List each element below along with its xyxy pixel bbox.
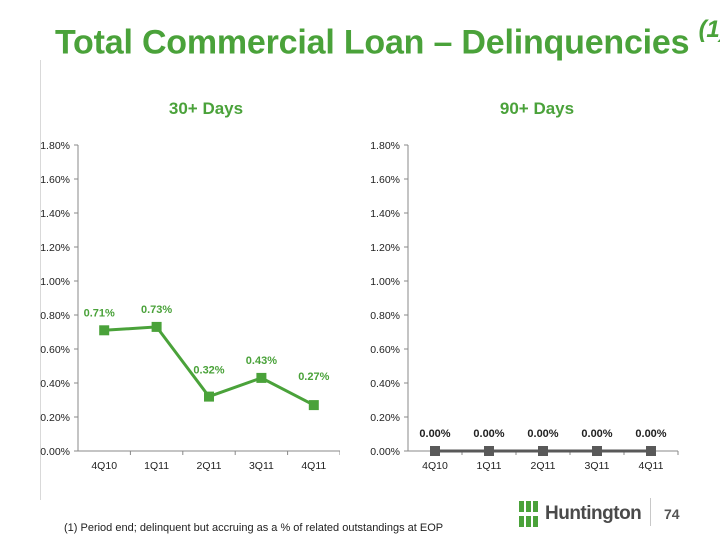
huntington-logo-mark <box>519 501 538 527</box>
logo-divider <box>650 498 651 526</box>
y-tick-label: 0.60% <box>370 344 400 356</box>
x-tick-label: 4Q10 <box>422 460 448 472</box>
y-tick-label: 0.00% <box>370 446 400 458</box>
data-label: 0.27% <box>298 371 329 383</box>
data-label: 0.00% <box>473 428 504 440</box>
data-point-marker <box>430 446 440 456</box>
y-tick-label: 1.80% <box>40 140 70 152</box>
data-point-marker <box>204 391 214 402</box>
x-tick-label: 3Q11 <box>249 460 274 472</box>
y-tick-label: 0.60% <box>40 344 70 356</box>
data-point-marker <box>256 372 267 383</box>
x-tick-label: 4Q10 <box>91 460 117 472</box>
y-tick-label: 0.80% <box>370 310 400 322</box>
data-point-marker <box>484 446 494 456</box>
x-tick-label: 1Q11 <box>477 460 502 472</box>
y-tick-label: 1.80% <box>370 140 400 152</box>
data-point-marker <box>646 446 656 456</box>
y-tick-label: 1.00% <box>40 276 70 288</box>
x-tick-label: 2Q11 <box>531 460 556 472</box>
footnote: (1) Period end; delinquent but accruing … <box>64 522 444 534</box>
y-tick-label: 1.60% <box>370 174 400 186</box>
y-tick-label: 1.40% <box>370 208 400 220</box>
data-label: 0.73% <box>141 304 172 316</box>
y-tick-label: 0.20% <box>40 412 70 424</box>
x-tick-label: 1Q11 <box>144 460 169 472</box>
logo-text: Huntington <box>545 503 642 524</box>
data-label: 0.00% <box>581 428 612 440</box>
chart-title-30-days: 30+ Days <box>168 99 244 118</box>
data-point-marker <box>151 321 162 332</box>
data-point-marker <box>538 446 548 456</box>
y-tick-label: 0.40% <box>370 378 400 390</box>
data-label: 0.00% <box>419 428 450 440</box>
y-tick-label: 1.40% <box>40 208 70 220</box>
x-tick-label: 3Q11 <box>585 460 610 472</box>
data-label: 0.00% <box>635 428 666 440</box>
page-number: 74 <box>664 506 680 522</box>
y-tick-label: 0.00% <box>40 446 70 458</box>
y-tick-label: 1.20% <box>40 242 70 254</box>
title-footnote-marker: (1) <box>698 16 720 43</box>
data-point-marker <box>592 446 602 456</box>
x-tick-label: 2Q11 <box>197 460 222 472</box>
slide-title: Total Commercial Loan – Delinquencies (1… <box>55 16 720 62</box>
huntington-logo: Huntington <box>519 501 642 527</box>
chart-30-days: 0.00% 0.20% 0.40% 0.60% 0.80% 1.00% 1.20% 1.40%… <box>40 140 340 472</box>
left-divider-line <box>40 60 41 500</box>
x-tick-label: 4Q11 <box>639 460 664 472</box>
x-tick-label: 4Q11 <box>301 460 326 472</box>
y-tick-label: 1.60% <box>40 174 70 186</box>
y-tick-label: 0.80% <box>40 310 70 322</box>
data-label: 0.00% <box>527 428 558 440</box>
data-label: 0.43% <box>246 355 277 367</box>
data-label: 0.32% <box>193 365 224 377</box>
chart-title-90-days: 90+ Days <box>499 99 575 118</box>
y-tick-label: 1.00% <box>370 276 400 288</box>
data-point-marker <box>308 400 319 411</box>
y-tick-label: 0.20% <box>370 412 400 424</box>
data-point-marker <box>99 325 110 336</box>
data-label: 0.71% <box>84 307 115 319</box>
y-tick-label: 0.40% <box>40 378 70 390</box>
y-tick-label: 1.20% <box>370 242 400 254</box>
chart-90-days: 0.00% 0.20% 0.40% 0.60% 0.80% 1.00% 1.20% 1.40%… <box>370 140 679 472</box>
